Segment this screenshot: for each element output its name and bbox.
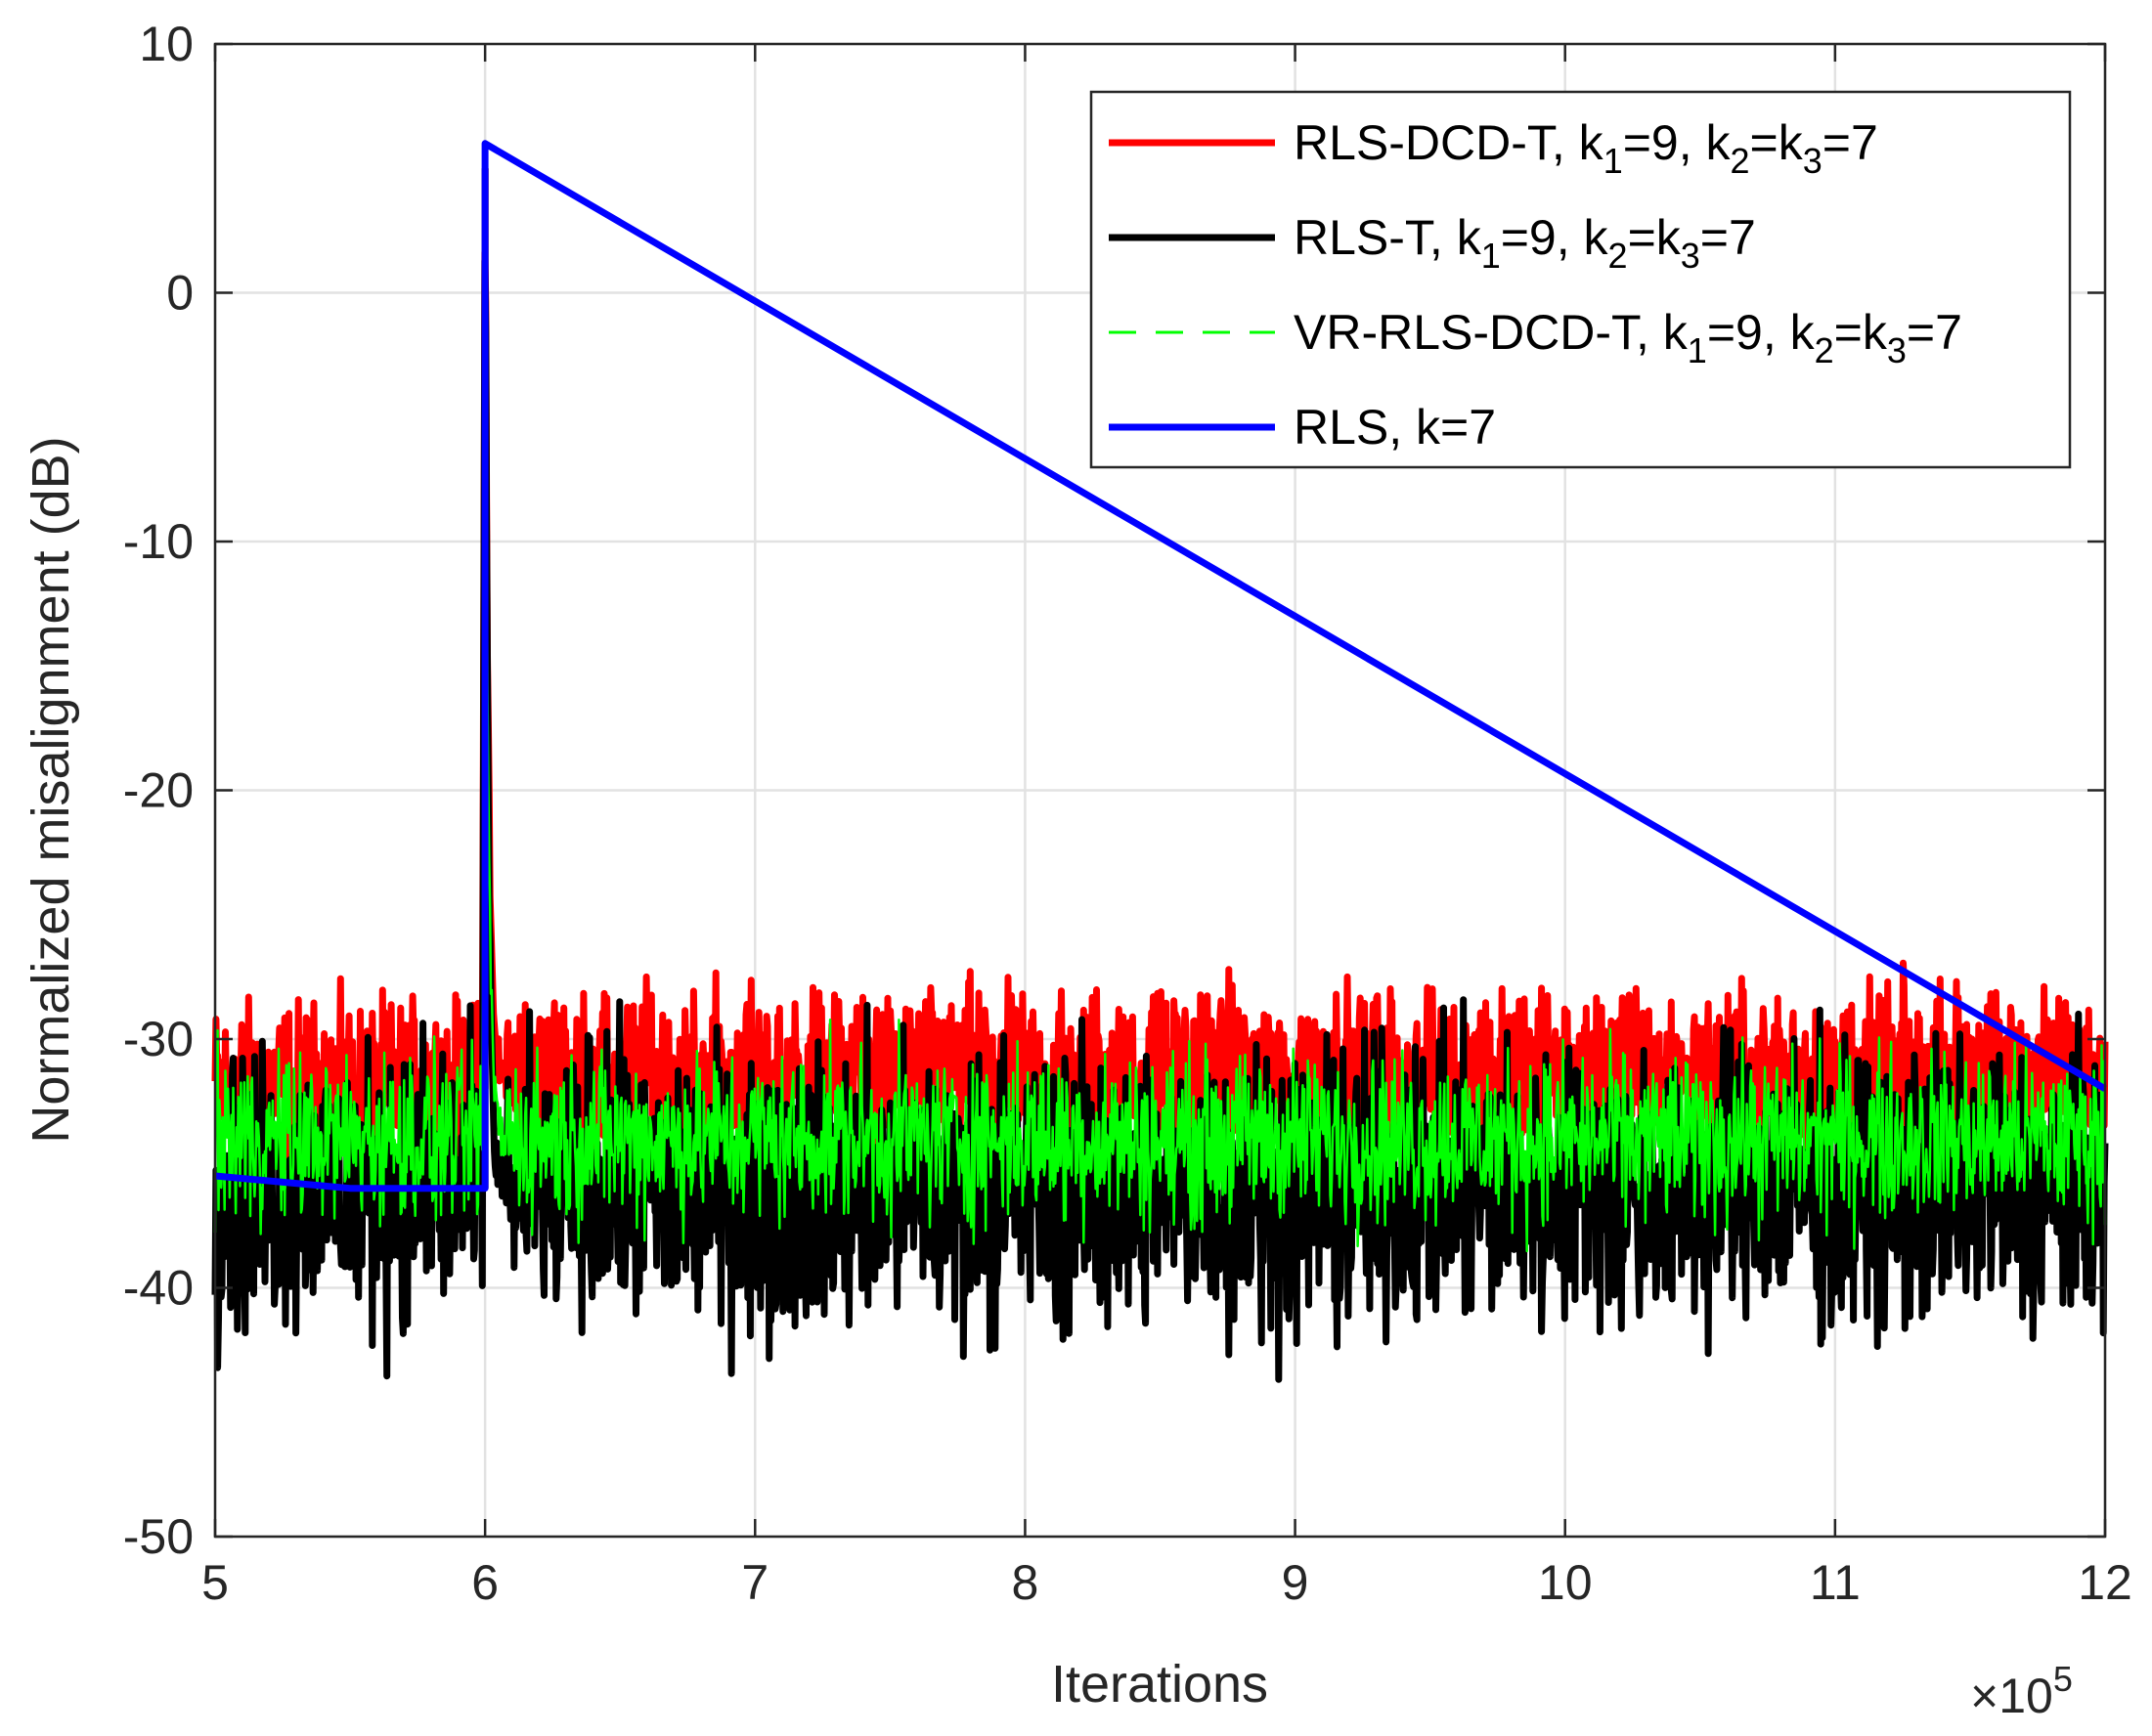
x-axis-multiplier: ×105 — [1970, 1659, 2073, 1723]
legend-subscript: 1 — [1603, 141, 1623, 181]
x-multiplier-exponent: 5 — [2053, 1659, 2073, 1699]
x-multiplier-times: × — [1970, 1669, 1998, 1723]
x-tick-label: 10 — [1538, 1555, 1593, 1610]
series-line-vr-rls-dcd-t — [213, 255, 2107, 1253]
x-tick-label: 6 — [471, 1555, 499, 1610]
y-tick-label: -20 — [123, 763, 194, 818]
y-tick-label: 0 — [166, 266, 194, 321]
legend-text-part: RLS-T, k — [1294, 210, 1482, 265]
legend-subscript: 2 — [1815, 330, 1834, 370]
legend-text-part: =k — [1834, 305, 1888, 360]
legend-entry-text: RLS, k=7 — [1294, 400, 1496, 455]
x-axis-title: Iterations — [1051, 1655, 1268, 1714]
legend-entry-text: RLS-T, k1=9, k2=k3=7 — [1294, 210, 1756, 276]
x-tick-label: 12 — [2078, 1555, 2132, 1610]
y-tick-label: -40 — [123, 1261, 194, 1316]
legend-text-part: =9, k — [1501, 210, 1609, 265]
legend-entry-text: VR-RLS-DCD-T, k1=9, k2=k3=7 — [1294, 305, 1962, 370]
legend-box — [1089, 90, 2072, 469]
series-layer — [211, 140, 2109, 1383]
legend-subscript: 2 — [1608, 236, 1628, 276]
legend-text-part: =k — [1628, 210, 1682, 265]
legend-subscript: 1 — [1481, 236, 1501, 276]
series-line-rls-t — [211, 257, 2109, 1383]
legend-text-part: =7 — [1907, 305, 1962, 360]
y-axis-title: Normalized misalignment (dB) — [22, 436, 80, 1143]
legend-subscript: 2 — [1731, 141, 1750, 181]
legend-subscript: 1 — [1688, 330, 1707, 370]
legend-text-part: RLS, k=7 — [1294, 400, 1496, 455]
legend-subscript: 3 — [1681, 236, 1700, 276]
y-tick-label: -30 — [123, 1012, 194, 1066]
legend-text-part: =9, k — [1623, 115, 1732, 170]
legend-text-part: VR-RLS-DCD-T, k — [1294, 305, 1689, 360]
legend-text-part: =9, k — [1707, 305, 1816, 360]
legend-text-part: =7 — [1700, 210, 1756, 265]
legend-entry-text: RLS-DCD-T, k1=9, k2=k3=7 — [1294, 115, 1878, 181]
x-tick-label: 5 — [201, 1555, 229, 1610]
legend-text-part: =k — [1750, 115, 1804, 170]
x-multiplier-base: 10 — [1998, 1669, 2053, 1723]
series-line-rls — [214, 140, 2107, 1193]
x-tick-label: 9 — [1282, 1555, 1309, 1610]
legend-subscript: 3 — [1803, 141, 1823, 181]
x-tick-label: 11 — [1810, 1555, 1861, 1610]
x-tick-label: 8 — [1012, 1555, 1039, 1610]
x-tick-label: 7 — [741, 1555, 769, 1610]
legend-text-part: RLS-DCD-T, k — [1294, 115, 1604, 170]
legend-subscript: 3 — [1887, 330, 1907, 370]
y-tick-label: 10 — [139, 17, 194, 71]
legend-text-part: =7 — [1823, 115, 1878, 170]
y-tick-label: -50 — [123, 1509, 194, 1564]
y-tick-label: -10 — [123, 514, 194, 569]
